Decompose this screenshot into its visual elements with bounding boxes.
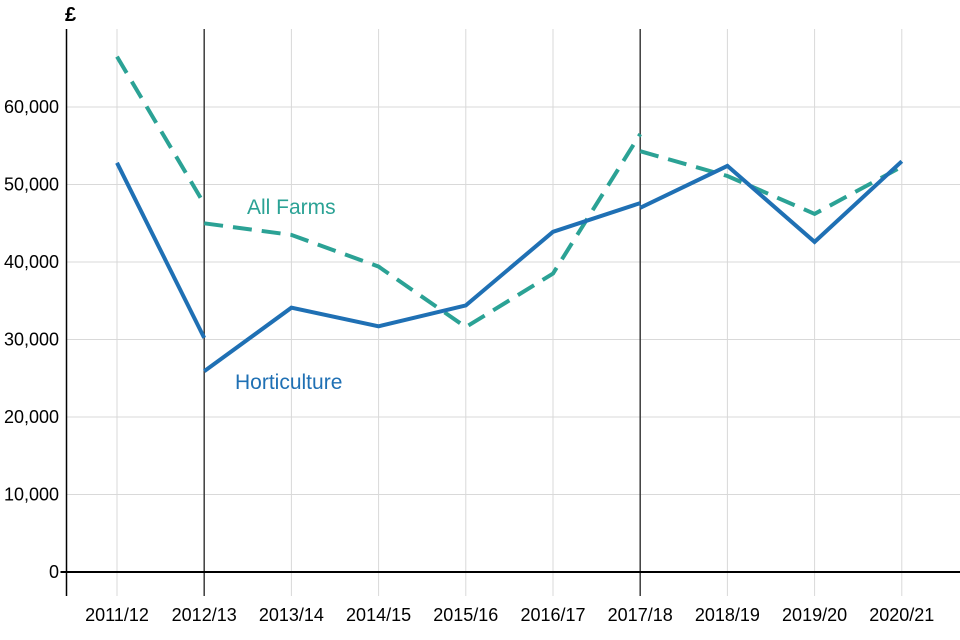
series-line-horticulture [203,201,641,373]
y-tick-label: 30,000 [4,330,59,350]
x-tick-label: 2019/20 [782,605,847,625]
y-tick-label: 60,000 [4,97,59,117]
series-line-horticulture [115,161,206,339]
x-tick-label: 2016/17 [520,605,585,625]
x-tick-label: 2013/14 [259,605,324,625]
series-label-horticulture: Horticulture [235,371,343,394]
x-tick-label: 2014/15 [346,605,411,625]
series-line-all-farms [115,55,206,205]
x-tick-label: 2017/18 [608,605,673,625]
x-tick-label: 2011/12 [85,605,149,625]
y-tick-label: 50,000 [4,175,59,195]
y-tick-label: 40,000 [4,252,59,272]
x-tick-label: 2018/19 [695,605,760,625]
series-line-all-farms [203,133,642,330]
x-tick-label: 2012/13 [172,605,237,625]
y-tick-label: 10,000 [4,485,59,505]
y-tick-label: 20,000 [4,407,59,427]
x-tick-label: 2020/21 [869,605,934,625]
x-tick-label: 2015/16 [433,605,498,625]
series-line-horticulture [639,159,904,245]
series-line-all-farms [639,149,903,217]
y-tick-label: 0 [49,562,59,582]
series-label-all-farms: All Farms [247,196,336,219]
y-axis-unit-label: £ [65,4,77,26]
